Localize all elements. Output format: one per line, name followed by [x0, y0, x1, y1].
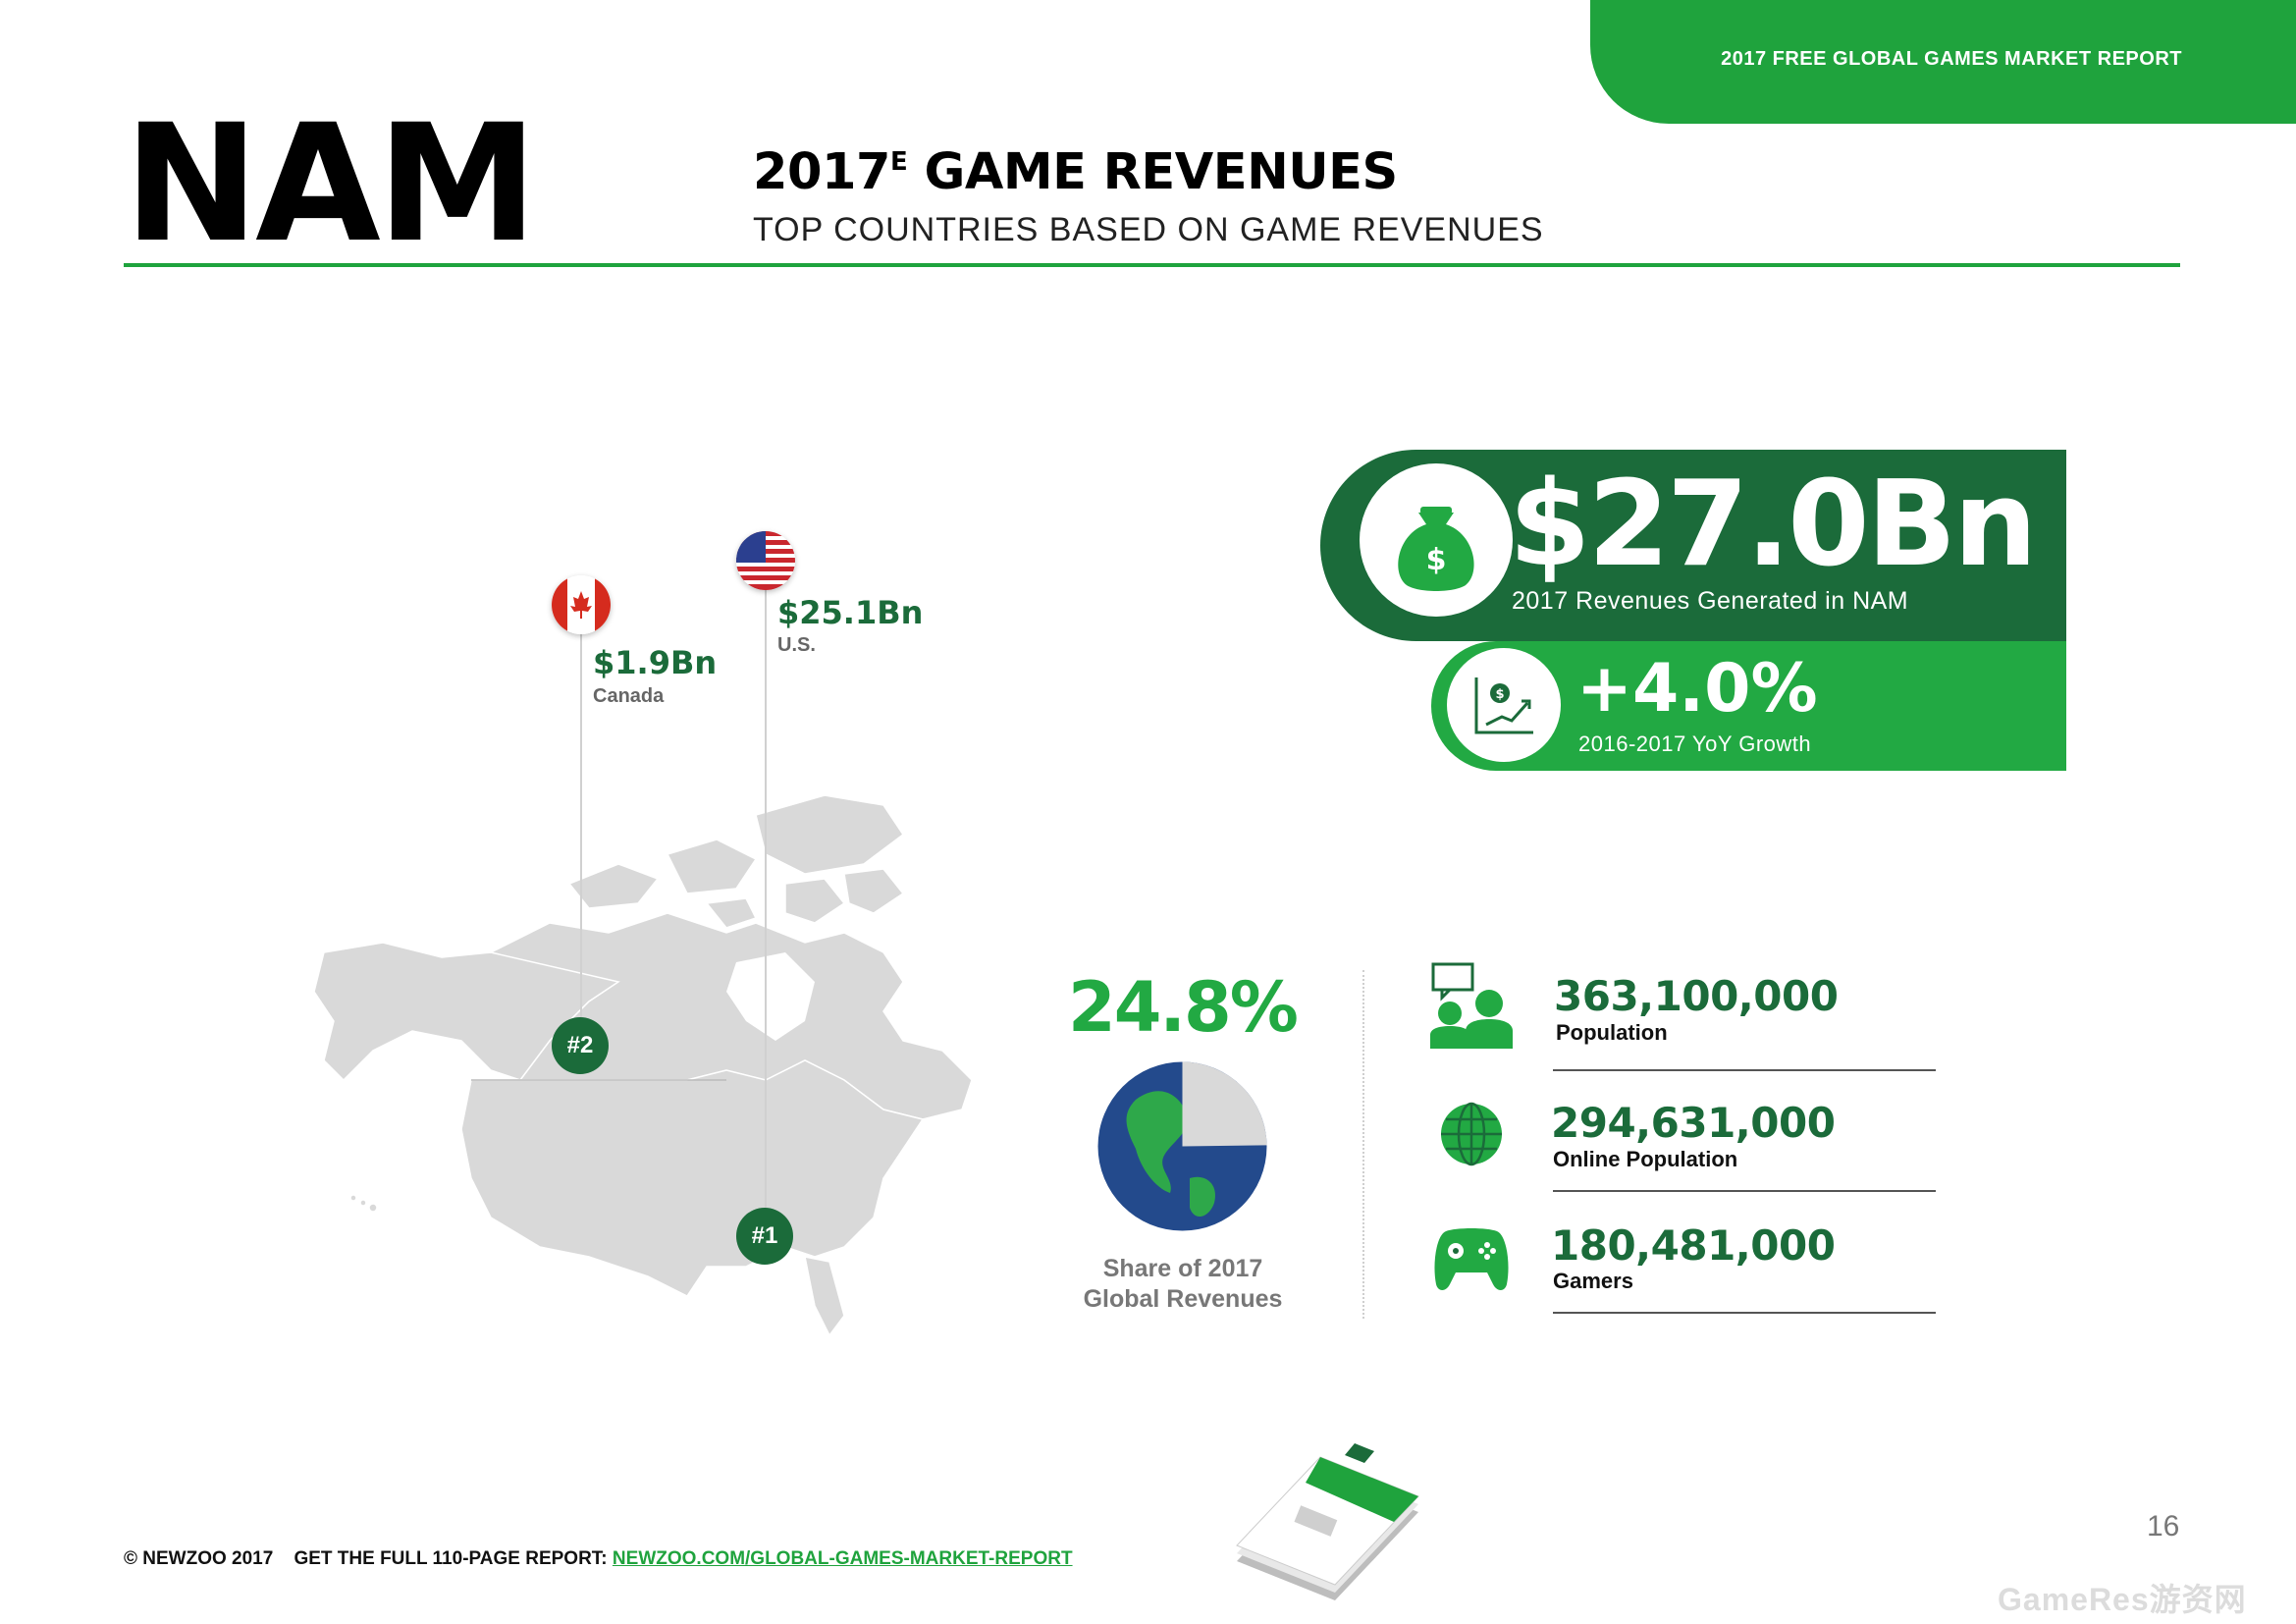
share-label-line2: Global Revenues: [1083, 1285, 1283, 1313]
title-superscript: E: [889, 147, 908, 177]
gamers-divider: [1553, 1312, 1936, 1314]
revenue-label: 2017 Revenues Generated in NAM: [1512, 587, 1909, 615]
money-bag-icon: $: [1360, 463, 1513, 617]
region-heading: NAM: [124, 89, 538, 278]
us-flag-icon: [736, 531, 795, 590]
dotted-divider: [1362, 970, 1364, 1319]
canada-revenue: $1.9Bn: [593, 644, 718, 681]
title-text: GAME REVENUES: [924, 143, 1398, 201]
share-label: Share of 2017 Global Revenues: [1060, 1254, 1306, 1315]
us-label: U.S.: [777, 634, 816, 656]
header-divider: [124, 263, 2180, 267]
canada-flag-icon: [552, 575, 611, 634]
share-globe-pie: [1097, 1061, 1267, 1231]
globe-icon: [1439, 1102, 1504, 1171]
banner-title: 2017 FREE GLOBAL GAMES MARKET REPORT: [1721, 48, 2182, 70]
population-value: 363,100,000: [1554, 972, 1839, 1020]
report-cover-image: [1236, 1443, 1419, 1600]
canada-pin-line: [580, 633, 582, 1056]
footer-cta: GET THE FULL 110-PAGE REPORT:: [294, 1548, 608, 1569]
svg-text:$: $: [1495, 687, 1504, 702]
gamers-value: 180,481,000: [1551, 1221, 1836, 1270]
page-title: 2017E GAME REVENUES: [753, 143, 1398, 201]
us-pin-line: [765, 589, 767, 1218]
growth-chart-icon: $: [1447, 648, 1561, 762]
revenue-value: $27.0Bn: [1509, 457, 2037, 593]
page-number: 16: [2147, 1510, 2180, 1543]
watermark: GameRes游资网: [1998, 1582, 2247, 1617]
footer: © NEWZOO 2017 GET THE FULL 110-PAGE REPO…: [124, 1548, 1073, 1570]
us-revenue: $25.1Bn: [777, 594, 924, 631]
share-percentage: 24.8%: [1068, 967, 1299, 1048]
title-year: 2017: [753, 143, 890, 201]
top-banner: [1590, 0, 2296, 124]
growth-value: +4.0%: [1576, 650, 1818, 728]
gamers-label: Gamers: [1553, 1269, 1633, 1293]
report-link[interactable]: NEWZOO.COM/GLOBAL-GAMES-MARKET-REPORT: [612, 1548, 1073, 1569]
share-slice: [1182, 1061, 1267, 1147]
online-population-label: Online Population: [1553, 1147, 1738, 1171]
rank-badge-2: #2: [552, 1017, 609, 1074]
canada-label: Canada: [593, 685, 665, 707]
footer-copyright: © NEWZOO 2017: [124, 1548, 274, 1569]
svg-text:$: $: [1426, 543, 1447, 577]
share-label-line1: Share of 2017: [1102, 1255, 1263, 1282]
online-population-divider: [1553, 1190, 1936, 1192]
page-subtitle: TOP COUNTRIES BASED ON GAME REVENUES: [753, 211, 1544, 248]
population-label: Population: [1556, 1020, 1668, 1045]
rank-badge-1: #1: [736, 1208, 793, 1265]
online-population-value: 294,631,000: [1551, 1099, 1836, 1147]
population-icon: [1428, 962, 1517, 1056]
growth-label: 2016-2017 YoY Growth: [1578, 731, 1812, 756]
population-divider: [1553, 1069, 1936, 1071]
north-america-map: [313, 794, 973, 1337]
gamepad-icon: [1432, 1225, 1511, 1299]
